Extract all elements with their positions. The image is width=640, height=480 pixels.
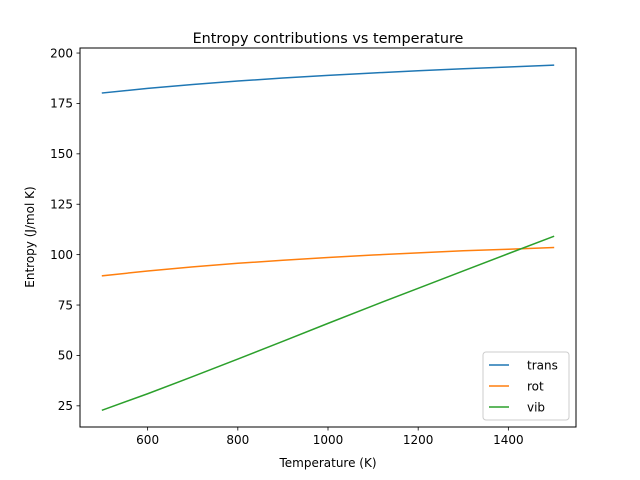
legend-box — [482, 351, 570, 421]
y-tick-label: 175 — [50, 97, 73, 111]
y-tick-label: 50 — [58, 349, 73, 363]
legend-label-rot: rot — [527, 379, 544, 393]
series-line-trans — [101, 64, 555, 94]
chart-title: Entropy contributions vs temperature — [193, 31, 464, 47]
series-line-vib — [101, 235, 555, 412]
y-tick-label: 200 — [50, 46, 73, 60]
y-tick-label: 150 — [50, 147, 73, 161]
x-axis-label: Temperature (K) — [278, 456, 376, 470]
series-line-rot — [101, 246, 555, 277]
legend-label-vib: vib — [527, 400, 545, 414]
x-tick-label: 800 — [226, 433, 249, 447]
y-tick-label: 75 — [58, 298, 73, 312]
x-tick-label: 1200 — [403, 433, 434, 447]
x-tick-label: 1400 — [493, 433, 524, 447]
y-tick-label: 25 — [58, 399, 73, 413]
y-tick-label: 100 — [50, 248, 73, 262]
x-axis-ticks: 600 800 1000 1200 1400 — [136, 427, 524, 447]
x-tick-label: 600 — [136, 433, 159, 447]
legend-entries: trans rot vib — [489, 358, 558, 414]
x-tick-label: 1000 — [313, 433, 344, 447]
legend-label-trans: trans — [527, 358, 558, 372]
y-axis-label: Entropy (J/mol K) — [23, 186, 37, 287]
y-tick-label: 125 — [50, 198, 73, 212]
y-axis-ticks: 25 50 75 100 125 150 175 200 — [50, 46, 80, 413]
legend: trans rot vib — [482, 351, 570, 421]
series-layer — [101, 64, 555, 412]
